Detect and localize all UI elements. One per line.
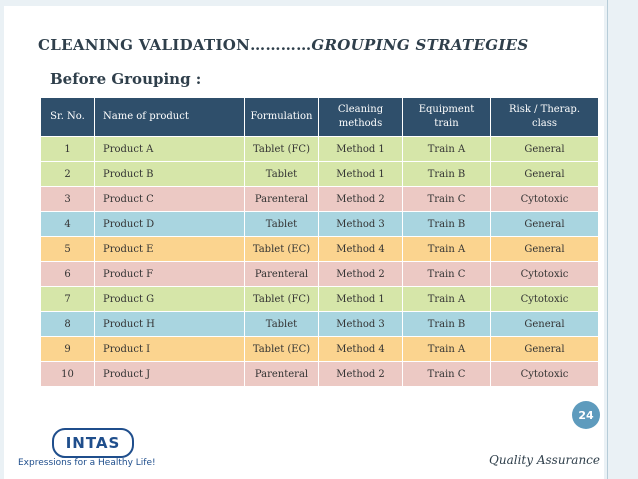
cell-equipment-train: Train C: [402, 186, 491, 212]
cell-equipment-train: Train C: [402, 361, 491, 387]
page-number: 24: [578, 408, 594, 422]
cell-cleaning-method: Method 3: [318, 311, 403, 337]
cell-risk-class: General: [490, 236, 599, 262]
cell-risk-class: General: [490, 336, 599, 362]
slide-title: CLEANING VALIDATION…………GROUPING STRATEGI…: [38, 36, 529, 54]
cell-cleaning-method: Method 1: [318, 136, 403, 162]
cell-formulation: Tablet: [244, 161, 319, 187]
table-row: 6 Product F Parenteral Method 2 Train C …: [40, 261, 599, 287]
cell-formulation: Parenteral: [244, 261, 319, 287]
title-part-1: CLEANING VALIDATION…………: [38, 36, 312, 54]
cell-equipment-train: Train A: [402, 336, 491, 362]
title-part-2: GROUPING STRATEGIES: [311, 36, 529, 54]
logo-tagline: Expressions for a Healthy Life!: [18, 458, 156, 468]
cell-product-name: Product C: [94, 186, 245, 212]
cell-cleaning-method: Method 3: [318, 211, 403, 237]
cell-sr-no: 4: [40, 211, 95, 237]
cell-risk-class: General: [490, 136, 599, 162]
cell-equipment-train: Train B: [402, 161, 491, 187]
cell-formulation: Tablet (EC): [244, 336, 319, 362]
cell-cleaning-method: Method 2: [318, 361, 403, 387]
cell-risk-class: Cytotoxic: [490, 286, 599, 312]
slide-left-border: [0, 0, 4, 479]
cell-risk-class: Cytotoxic: [490, 361, 599, 387]
cell-product-name: Product A: [94, 136, 245, 162]
cell-cleaning-method: Method 2: [318, 261, 403, 287]
cell-product-name: Product B: [94, 161, 245, 187]
cell-sr-no: 2: [40, 161, 95, 187]
header-cleaning-methods: Cleaning methods: [318, 97, 403, 137]
cell-risk-class: General: [490, 311, 599, 337]
cell-sr-no: 8: [40, 311, 95, 337]
cell-formulation: Parenteral: [244, 361, 319, 387]
cell-risk-class: General: [490, 161, 599, 187]
cell-sr-no: 9: [40, 336, 95, 362]
subtitle: Before Grouping :: [50, 70, 202, 88]
cell-formulation: Parenteral: [244, 186, 319, 212]
cell-equipment-train: Train A: [402, 136, 491, 162]
logo-mark: INTAS: [52, 428, 134, 458]
table-row: 4 Product D Tablet Method 3 Train B Gene…: [40, 211, 599, 237]
table-row: 9 Product I Tablet (EC) Method 4 Train A…: [40, 336, 599, 362]
cell-product-name: Product D: [94, 211, 245, 237]
header-formulation: Formulation: [244, 97, 319, 137]
cell-equipment-train: Train A: [402, 286, 491, 312]
cell-sr-no: 3: [40, 186, 95, 212]
cell-product-name: Product H: [94, 311, 245, 337]
slide-right-border: [604, 0, 638, 479]
cell-cleaning-method: Method 2: [318, 186, 403, 212]
cell-cleaning-method: Method 4: [318, 336, 403, 362]
header-product-name: Name of product: [94, 97, 245, 137]
company-logo: INTAS Expressions for a Healthy Life!: [18, 428, 188, 476]
cell-equipment-train: Train C: [402, 261, 491, 287]
cell-risk-class: General: [490, 211, 599, 237]
header-equipment-train: Equipment train: [402, 97, 491, 137]
cell-formulation: Tablet (FC): [244, 136, 319, 162]
cell-product-name: Product E: [94, 236, 245, 262]
header-risk-class: Risk / Therap. class: [490, 97, 599, 137]
table-row: 7 Product G Tablet (FC) Method 1 Train A…: [40, 286, 599, 312]
cell-formulation: Tablet: [244, 211, 319, 237]
cell-formulation: Tablet (EC): [244, 236, 319, 262]
cell-sr-no: 6: [40, 261, 95, 287]
cell-risk-class: Cytotoxic: [490, 186, 599, 212]
cell-sr-no: 7: [40, 286, 95, 312]
cell-equipment-train: Train B: [402, 311, 491, 337]
footer-department: Quality Assurance: [489, 453, 600, 467]
cell-risk-class: Cytotoxic: [490, 261, 599, 287]
table-row: 8 Product H Tablet Method 3 Train B Gene…: [40, 311, 599, 337]
cell-sr-no: 10: [40, 361, 95, 387]
table-row: 1 Product A Tablet (FC) Method 1 Train A…: [40, 136, 599, 162]
slide-top-border: [0, 0, 638, 6]
cell-sr-no: 1: [40, 136, 95, 162]
cell-cleaning-method: Method 4: [318, 236, 403, 262]
cell-cleaning-method: Method 1: [318, 161, 403, 187]
cell-cleaning-method: Method 1: [318, 286, 403, 312]
header-sr-no: Sr. No.: [40, 97, 95, 137]
slide-right-border-line: [607, 0, 608, 479]
cell-product-name: Product J: [94, 361, 245, 387]
page-number-badge: 24: [572, 401, 600, 429]
table-row: 5 Product E Tablet (EC) Method 4 Train A…: [40, 236, 599, 262]
cell-product-name: Product F: [94, 261, 245, 287]
cell-formulation: Tablet: [244, 311, 319, 337]
cell-formulation: Tablet (FC): [244, 286, 319, 312]
cell-product-name: Product I: [94, 336, 245, 362]
table-header-row: Sr. No. Name of product Formulation Clea…: [40, 97, 599, 137]
cell-equipment-train: Train B: [402, 211, 491, 237]
table-row: 2 Product B Tablet Method 1 Train B Gene…: [40, 161, 599, 187]
cell-sr-no: 5: [40, 236, 95, 262]
cell-product-name: Product G: [94, 286, 245, 312]
table-row: 10 Product J Parenteral Method 2 Train C…: [40, 361, 599, 387]
table-row: 3 Product C Parenteral Method 2 Train C …: [40, 186, 599, 212]
product-table: Sr. No. Name of product Formulation Clea…: [40, 97, 599, 387]
cell-equipment-train: Train A: [402, 236, 491, 262]
